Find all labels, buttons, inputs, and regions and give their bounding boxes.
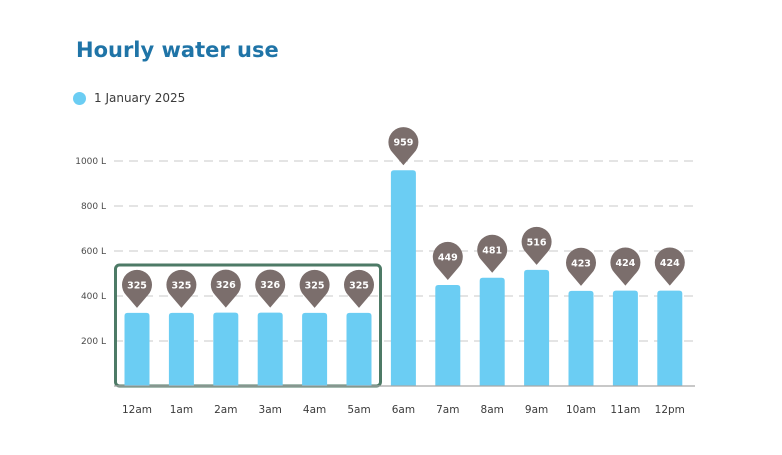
x-tick-label: 10am (566, 404, 596, 416)
data-label: 326 (260, 280, 280, 291)
value-pin (654, 247, 685, 286)
y-tick-label: 1000 L (75, 157, 106, 167)
legend-swatch (73, 91, 86, 105)
value-pin (344, 269, 374, 308)
data-label: 325 (127, 280, 147, 291)
highlight-box (114, 263, 382, 388)
data-label: 424 (660, 258, 680, 269)
x-tick-label: 2am (214, 404, 237, 416)
y-tick-label: 200 L (81, 337, 106, 347)
x-tick-label: 1am (170, 404, 193, 416)
data-label: 325 (171, 280, 191, 291)
bar-4am (302, 312, 328, 386)
data-label: 424 (615, 258, 635, 269)
data-label: 481 (482, 245, 502, 256)
y-tick-label: 800 L (81, 202, 106, 212)
data-label: 326 (216, 280, 236, 291)
x-tick-label: 9am (525, 404, 548, 416)
value-pin (166, 269, 197, 308)
legend: 1 January 2025 (73, 91, 185, 105)
bar-12pm (657, 290, 683, 386)
axes: 200 L 400 L 600 L 800 L 1000 L 12am 1am 2am 3am 4… (75, 157, 695, 416)
bar-1am (168, 312, 194, 386)
value-pin (255, 269, 286, 308)
bars (124, 170, 683, 386)
value-pin (299, 269, 330, 308)
value-pin (210, 269, 241, 308)
x-tick-label: 6am (392, 404, 415, 416)
bar-12am (124, 312, 150, 386)
x-tick-label: 8am (481, 404, 504, 416)
x-tick-label: 3am (259, 404, 282, 416)
x-tick-label: 12am (122, 404, 152, 416)
y-tick-label: 600 L (81, 247, 106, 257)
data-label: 959 (393, 138, 413, 149)
value-pin (388, 127, 419, 166)
bar-3am (257, 312, 283, 386)
x-tick-label: 12pm (655, 404, 685, 416)
bar-8am (479, 277, 505, 386)
highlight-layer (114, 263, 382, 388)
bar-6am (390, 170, 416, 386)
legend-label: 1 January 2025 (94, 91, 186, 105)
value-pin (610, 247, 641, 286)
value-pin (566, 247, 597, 286)
value-pin (521, 226, 552, 265)
value-pins: 325 325 326 326 325 325 959 449 481 516 423 424 424 (122, 127, 685, 308)
data-label: 516 (527, 237, 547, 248)
chart-title: Hourly water use (76, 38, 279, 62)
bar-9am (524, 269, 550, 386)
x-tick-label: 11am (610, 404, 640, 416)
value-pin (122, 269, 152, 308)
value-pin (432, 241, 463, 280)
bar-7am (435, 284, 461, 386)
data-label: 423 (571, 258, 591, 269)
data-label: 449 (438, 252, 458, 263)
bar-11am (612, 290, 638, 386)
bar-2am (213, 312, 239, 386)
x-tick-label: 7am (436, 404, 459, 416)
data-label: 325 (305, 280, 325, 291)
x-tick-label: 4am (303, 404, 326, 416)
x-tick-label: 5am (347, 404, 370, 416)
bar-10am (568, 290, 594, 386)
y-tick-label: 400 L (81, 292, 106, 302)
value-pin (477, 234, 508, 273)
bar-5am (346, 312, 372, 386)
data-label: 325 (349, 280, 369, 291)
